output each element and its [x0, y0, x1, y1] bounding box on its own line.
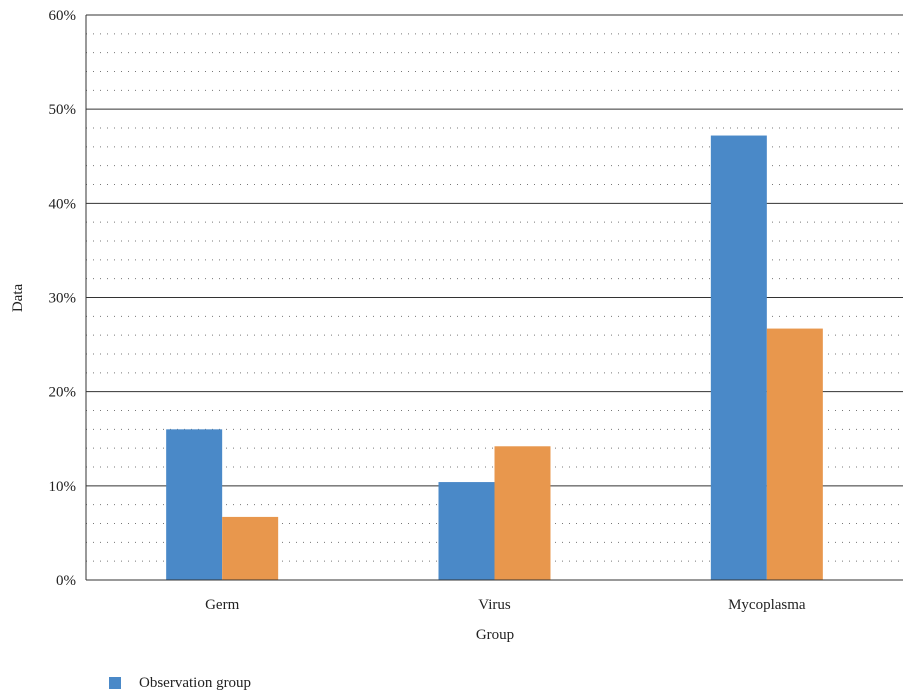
y-tick-label: 60% — [49, 8, 77, 24]
y-tick-label: 0% — [56, 573, 76, 589]
y-axis-title: Data — [10, 284, 26, 313]
legend-label-observation-group: Observation group — [139, 675, 252, 691]
bar-mycoplasma-series-1 — [766, 328, 823, 580]
bar-mycoplasma-series-0 — [710, 135, 767, 581]
axes — [85, 14, 903, 581]
x-tick-labels: Germ Virus Mycoplasma — [205, 597, 806, 613]
x-axis-title: Group — [476, 627, 514, 643]
y-tick-label: 40% — [49, 196, 77, 212]
legend: Observation group — [109, 674, 251, 692]
y-tick-label: 30% — [49, 291, 77, 307]
legend-swatch-observation-group — [109, 677, 121, 689]
x-tick-label: Germ — [205, 597, 239, 613]
bar-virus-series-1 — [494, 446, 551, 580]
y-tick-labels: 0% 10% 20% 30% 40% 50% 60% — [49, 8, 77, 589]
y-tick-label: 20% — [49, 385, 77, 401]
x-tick-label: Virus — [478, 597, 511, 613]
x-tick-label: Mycoplasma — [728, 597, 806, 613]
y-tick-label: 50% — [49, 102, 77, 118]
bar-germ-series-1 — [222, 516, 279, 580]
y-tick-label: 10% — [49, 479, 77, 495]
bar-virus-series-0 — [438, 482, 495, 580]
bar-germ-series-0 — [166, 429, 223, 580]
bars — [166, 135, 823, 581]
